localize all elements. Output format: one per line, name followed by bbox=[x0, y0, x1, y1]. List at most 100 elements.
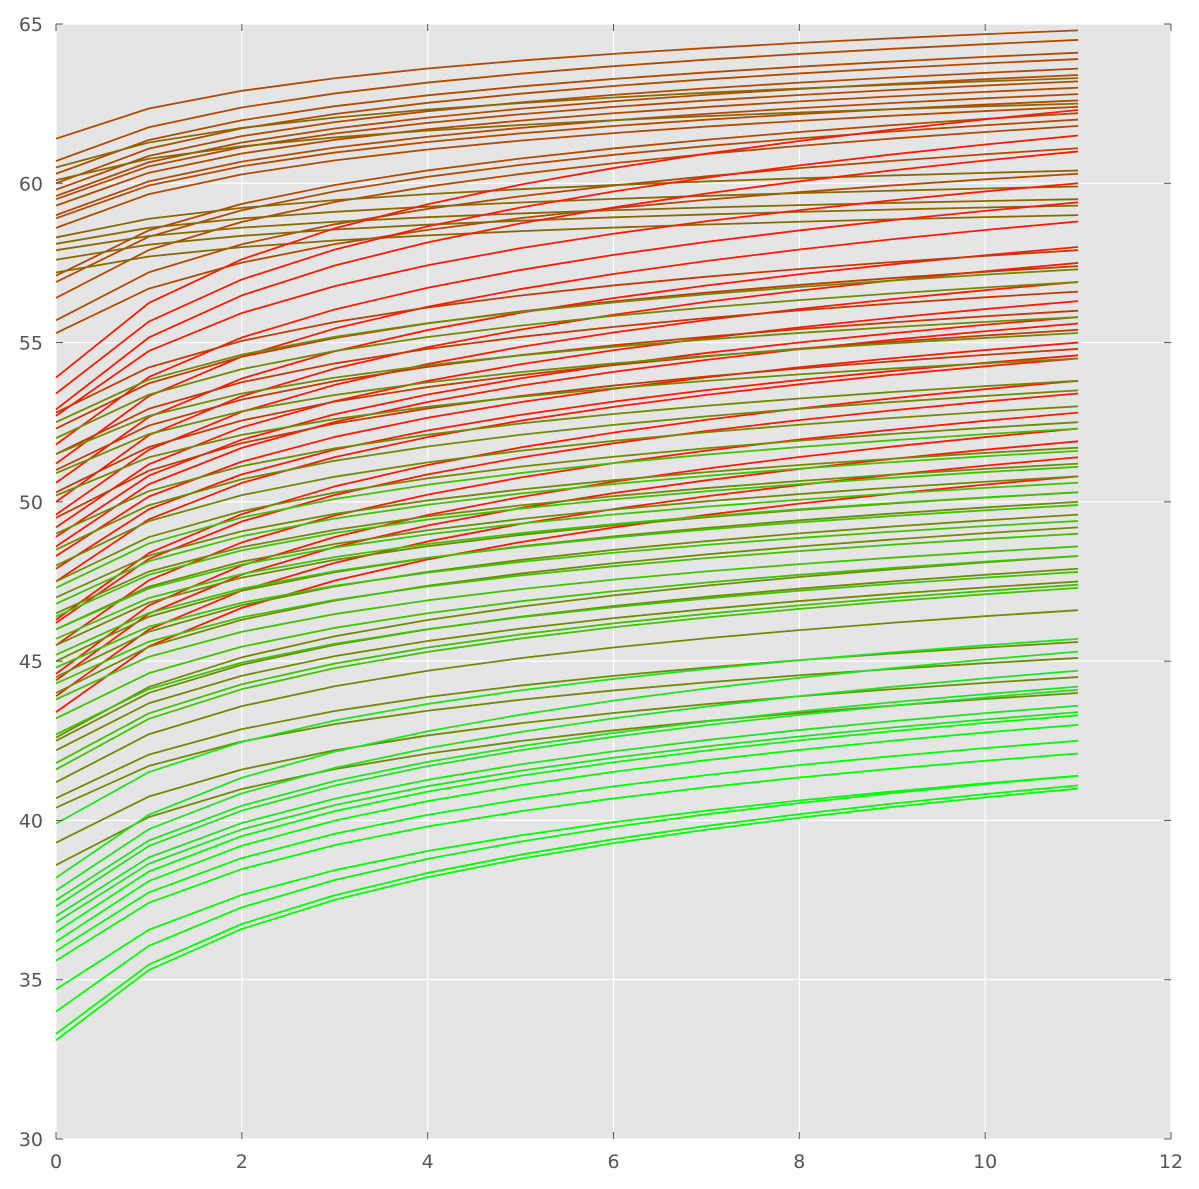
series-line bbox=[55, 102, 1079, 181]
series-line bbox=[55, 526, 1079, 694]
series-line bbox=[55, 784, 1079, 1035]
series-line bbox=[55, 322, 1079, 548]
series-line bbox=[55, 204, 1079, 261]
series-line bbox=[55, 93, 1079, 216]
series-line bbox=[55, 685, 1079, 901]
series-line bbox=[55, 51, 1079, 175]
series-line bbox=[55, 580, 1079, 752]
series-line bbox=[55, 357, 1079, 497]
series-line bbox=[55, 392, 1079, 624]
series-line bbox=[55, 39, 1079, 162]
series-line bbox=[55, 446, 1079, 599]
x-tick-label: 4 bbox=[422, 1151, 434, 1173]
series-line bbox=[55, 220, 1079, 465]
series-line bbox=[55, 354, 1079, 570]
series-line bbox=[55, 105, 1079, 229]
series-line bbox=[55, 711, 1079, 924]
series-line bbox=[55, 357, 1079, 583]
series-line bbox=[55, 182, 1079, 417]
series-line bbox=[55, 290, 1079, 455]
series-line bbox=[55, 545, 1079, 701]
series-line bbox=[55, 341, 1079, 557]
series-line bbox=[55, 555, 1079, 739]
series-line bbox=[55, 637, 1079, 825]
series-line bbox=[55, 169, 1079, 239]
series-line bbox=[55, 555, 1079, 720]
series-line bbox=[55, 67, 1079, 191]
series-line bbox=[55, 723, 1079, 943]
y-tick-label: 50 bbox=[19, 492, 43, 514]
y-tick-label: 65 bbox=[19, 14, 43, 36]
series-line bbox=[55, 787, 1079, 1041]
y-tick-label: 55 bbox=[19, 333, 43, 355]
series-line bbox=[55, 421, 1079, 583]
series-line bbox=[55, 118, 1079, 283]
series-line bbox=[55, 583, 1079, 764]
series-line bbox=[55, 185, 1079, 245]
series-line bbox=[55, 449, 1079, 605]
y-tick-label: 45 bbox=[19, 651, 43, 673]
series-line bbox=[55, 504, 1079, 656]
series-line bbox=[55, 513, 1079, 678]
series-line bbox=[55, 586, 1079, 771]
x-tick-label: 0 bbox=[50, 1151, 62, 1173]
series-line bbox=[55, 348, 1079, 519]
x-tick-label: 12 bbox=[1159, 1151, 1183, 1173]
series-line bbox=[55, 74, 1079, 197]
series-line bbox=[55, 405, 1079, 567]
series-line bbox=[55, 332, 1079, 475]
x-tick-label: 2 bbox=[236, 1151, 248, 1173]
series-line bbox=[55, 198, 1079, 252]
series-line bbox=[55, 411, 1079, 646]
series-line bbox=[55, 688, 1079, 908]
y-tick-label: 35 bbox=[19, 970, 43, 992]
x-tick-label: 6 bbox=[607, 1151, 619, 1173]
x-tick-label: 10 bbox=[973, 1151, 997, 1173]
series-line bbox=[55, 328, 1079, 494]
y-tick-label: 40 bbox=[19, 810, 43, 832]
series-line bbox=[55, 379, 1079, 621]
series-line bbox=[55, 389, 1079, 551]
y-tick-labels: 30 35 40 45 50 55 60 65 bbox=[19, 14, 43, 1151]
x-tick-label: 8 bbox=[793, 1151, 805, 1173]
series-line bbox=[55, 774, 1079, 991]
series-line bbox=[55, 58, 1079, 185]
axis-ticks bbox=[55, 23, 1172, 1140]
series-line bbox=[55, 125, 1079, 299]
series-line bbox=[55, 532, 1079, 685]
series-line bbox=[55, 657, 1079, 809]
series-line bbox=[55, 300, 1079, 529]
series-line bbox=[55, 150, 1079, 411]
y-tick-label: 60 bbox=[19, 173, 43, 195]
series-line bbox=[55, 676, 1079, 844]
series-line bbox=[55, 704, 1079, 917]
series-line bbox=[55, 669, 1079, 892]
series-line bbox=[55, 739, 1079, 952]
series-line bbox=[55, 281, 1079, 439]
series-line bbox=[55, 281, 1079, 516]
series-line bbox=[55, 714, 1079, 933]
series-line bbox=[55, 249, 1079, 414]
series-lines bbox=[55, 29, 1079, 1041]
y-tick-label: 30 bbox=[19, 1129, 43, 1151]
series-line bbox=[55, 268, 1079, 424]
series-line bbox=[55, 246, 1079, 484]
series-line bbox=[55, 316, 1079, 538]
series-line bbox=[55, 475, 1079, 631]
series-line bbox=[55, 427, 1079, 589]
series-line bbox=[55, 520, 1079, 669]
series-line bbox=[55, 465, 1079, 618]
series-line bbox=[55, 80, 1079, 201]
series-line bbox=[55, 201, 1079, 446]
x-tick-labels: 0 2 4 6 8 10 12 bbox=[50, 1151, 1183, 1173]
series-line bbox=[55, 379, 1079, 535]
series-line bbox=[55, 571, 1079, 736]
series-line bbox=[55, 86, 1079, 207]
series-line bbox=[55, 316, 1079, 455]
series-line bbox=[55, 650, 1079, 879]
series-line bbox=[55, 109, 1079, 379]
series-line bbox=[55, 112, 1079, 277]
series-line bbox=[55, 29, 1079, 140]
series-line bbox=[55, 134, 1079, 395]
